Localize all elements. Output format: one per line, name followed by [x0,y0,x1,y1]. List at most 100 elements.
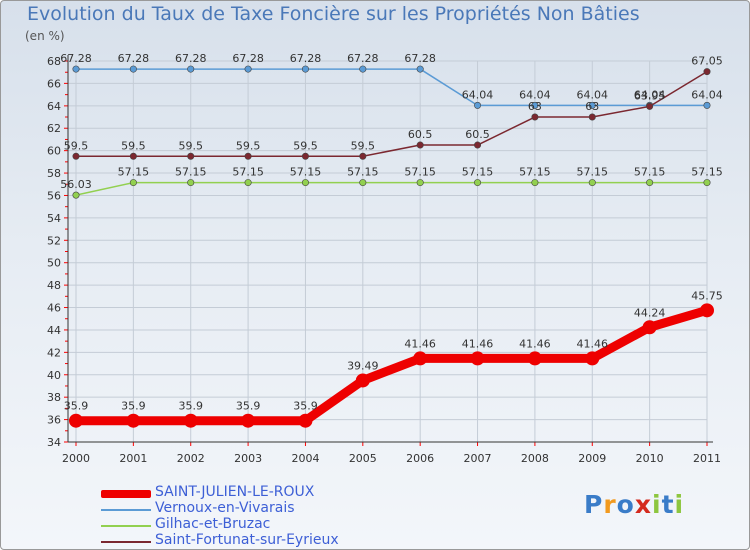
y-tick-label-58: 58 [47,167,61,180]
point-saint-fortunat-sur-eyrieux-2004 [301,152,309,160]
data-label-gilhac-et-bruzac-2005: 57.15 [347,166,379,179]
data-label-saint-fortunat-sur-eyrieux-2008: 63 [528,100,542,113]
series-line-saint-julien-le-roux [71,305,712,426]
data-label-vernoux-en-vivarais-2003: 67.28 [232,52,264,65]
point-gilhac-et-bruzac-2008 [531,179,539,187]
data-label-saint-fortunat-sur-eyrieux-2002: 59.5 [178,139,203,152]
logo-letter: o [616,490,635,519]
point-gilhac-et-bruzac-2004 [301,179,309,187]
data-label-saint-fortunat-sur-eyrieux-2001: 59.5 [121,139,146,152]
y-tick-label-54: 54 [47,212,61,225]
point-gilhac-et-bruzac-2007 [474,179,482,187]
data-label-saint-julien-le-roux-2006: 41.46 [404,337,436,350]
point-gilhac-et-bruzac-2000 [72,191,80,199]
point-gilhac-et-bruzac-2010 [646,179,654,187]
point-vernoux-en-vivarais-2000 [72,65,80,73]
data-label-gilhac-et-bruzac-2008: 57.15 [519,166,551,179]
data-label-saint-fortunat-sur-eyrieux-2006: 60.5 [408,128,433,141]
data-label-vernoux-en-vivarais-2010: 64.04 [634,88,666,101]
point-gilhac-et-bruzac-2001 [129,179,137,187]
point-saint-fortunat-sur-eyrieux-2008 [531,113,539,121]
x-tick-label-2003: 2003 [234,452,262,465]
y-tick-label-52: 52 [47,234,61,247]
y-tick-label-56: 56 [47,189,61,202]
x-tick-label-2000: 2000 [62,452,90,465]
y-tick-label-48: 48 [47,279,61,292]
proxiti-logo: Proxiti [584,490,684,519]
data-label-gilhac-et-bruzac-2006: 57.15 [404,166,436,179]
point-vernoux-en-vivarais-2008 [531,101,539,109]
data-label-saint-fortunat-sur-eyrieux-2011: 67.05 [691,55,723,68]
point-gilhac-et-bruzac-2003 [244,179,252,187]
data-label-vernoux-en-vivarais-2008: 64.04 [519,88,551,101]
legend-swatch-vernoux [101,509,151,511]
legend-label-vernoux: Vernoux-en-Vivarais [155,500,295,516]
logo-letter: i [652,490,662,519]
data-label-saint-fortunat-sur-eyrieux-2003: 59.5 [236,139,261,152]
point-saint-fortunat-sur-eyrieux-2003 [244,152,252,160]
y-tick-label-42: 42 [47,346,61,359]
data-label-saint-julien-le-roux-2007: 41.46 [462,337,494,350]
y-tick-label-36: 36 [47,414,61,427]
data-label-saint-julien-le-roux-2003: 35.9 [236,400,261,413]
point-vernoux-en-vivarais-2007 [474,101,482,109]
data-label-gilhac-et-bruzac-2001: 57.15 [118,166,150,179]
data-label-saint-fortunat-sur-eyrieux-2009: 63 [585,100,599,113]
point-saint-fortunat-sur-eyrieux-2001 [129,152,137,160]
logo-letter: r [603,490,617,519]
y-tick-label-44: 44 [47,324,61,337]
point-saint-julien-le-roux-2004 [298,413,313,428]
x-tick-label-2009: 2009 [578,452,606,465]
legend-label-saint-julien: SAINT-JULIEN-LE-ROUX [155,484,315,500]
x-tick-label-2005: 2005 [349,452,377,465]
data-label-saint-julien-le-roux-2009: 41.46 [577,337,609,350]
y-tick-label-62: 62 [47,122,61,135]
point-vernoux-en-vivarais-2006 [416,65,424,73]
point-saint-julien-le-roux-2005 [355,373,370,388]
point-vernoux-en-vivarais-2003 [244,65,252,73]
x-tick-label-2007: 2007 [464,452,492,465]
data-label-saint-julien-le-roux-2001: 35.9 [121,400,146,413]
data-label-gilhac-et-bruzac-2009: 57.15 [577,166,609,179]
y-tick-label-46: 46 [47,302,61,315]
x-tick-label-2010: 2010 [636,452,664,465]
data-label-vernoux-en-vivarais-2011: 64.04 [691,88,723,101]
point-saint-julien-le-roux-2003 [241,413,256,428]
point-saint-fortunat-sur-eyrieux-2002 [187,152,195,160]
legend-label-saint-fortunat: Saint-Fortunat-sur-Eyrieux [155,532,339,548]
data-label-gilhac-et-bruzac-2003: 57.15 [232,166,264,179]
y-tick-label-34: 34 [47,436,61,449]
data-label-vernoux-en-vivarais-2005: 67.28 [347,52,379,65]
data-label-saint-fortunat-sur-eyrieux-2005: 59.5 [351,139,376,152]
point-vernoux-en-vivarais-2009 [588,101,596,109]
data-label-saint-fortunat-sur-eyrieux-2010: 63.95 [634,89,666,102]
point-vernoux-en-vivarais-2001 [129,65,137,73]
data-label-vernoux-en-vivarais-2009: 64.04 [577,88,609,101]
y-tick-label-40: 40 [47,369,61,382]
point-saint-fortunat-sur-eyrieux-2006 [416,141,424,149]
point-gilhac-et-bruzac-2002 [187,179,195,187]
x-tick-label-2008: 2008 [521,452,549,465]
point-saint-julien-le-roux-2006 [413,351,428,366]
point-saint-julien-le-roux-2008 [527,351,542,366]
legend-swatch-gilhac [101,525,151,527]
data-label-vernoux-en-vivarais-2000: 67.28 [60,52,92,65]
point-saint-fortunat-sur-eyrieux-2009 [588,113,596,121]
point-saint-fortunat-sur-eyrieux-2000 [72,152,80,160]
data-label-gilhac-et-bruzac-2002: 57.15 [175,166,207,179]
y-tick-label-66: 66 [47,77,61,90]
point-vernoux-en-vivarais-2004 [301,65,309,73]
point-saint-julien-le-roux-2000 [69,413,83,428]
data-label-saint-fortunat-sur-eyrieux-2007: 60.5 [465,128,490,141]
point-saint-fortunat-sur-eyrieux-2010 [646,102,654,110]
data-label-saint-fortunat-sur-eyrieux-2004: 59.5 [293,139,318,152]
point-vernoux-en-vivarais-2011 [703,101,711,109]
data-label-vernoux-en-vivarais-2007: 64.04 [462,88,494,101]
point-vernoux-en-vivarais-2002 [187,65,195,73]
data-label-saint-julien-le-roux-2011: 45.75 [691,289,723,302]
legend-swatch-saint-julien [101,490,151,498]
logo-letter: i [674,490,685,519]
data-label-saint-julien-le-roux-2005: 39.49 [347,359,379,372]
unit-label: (en %) [25,29,65,43]
